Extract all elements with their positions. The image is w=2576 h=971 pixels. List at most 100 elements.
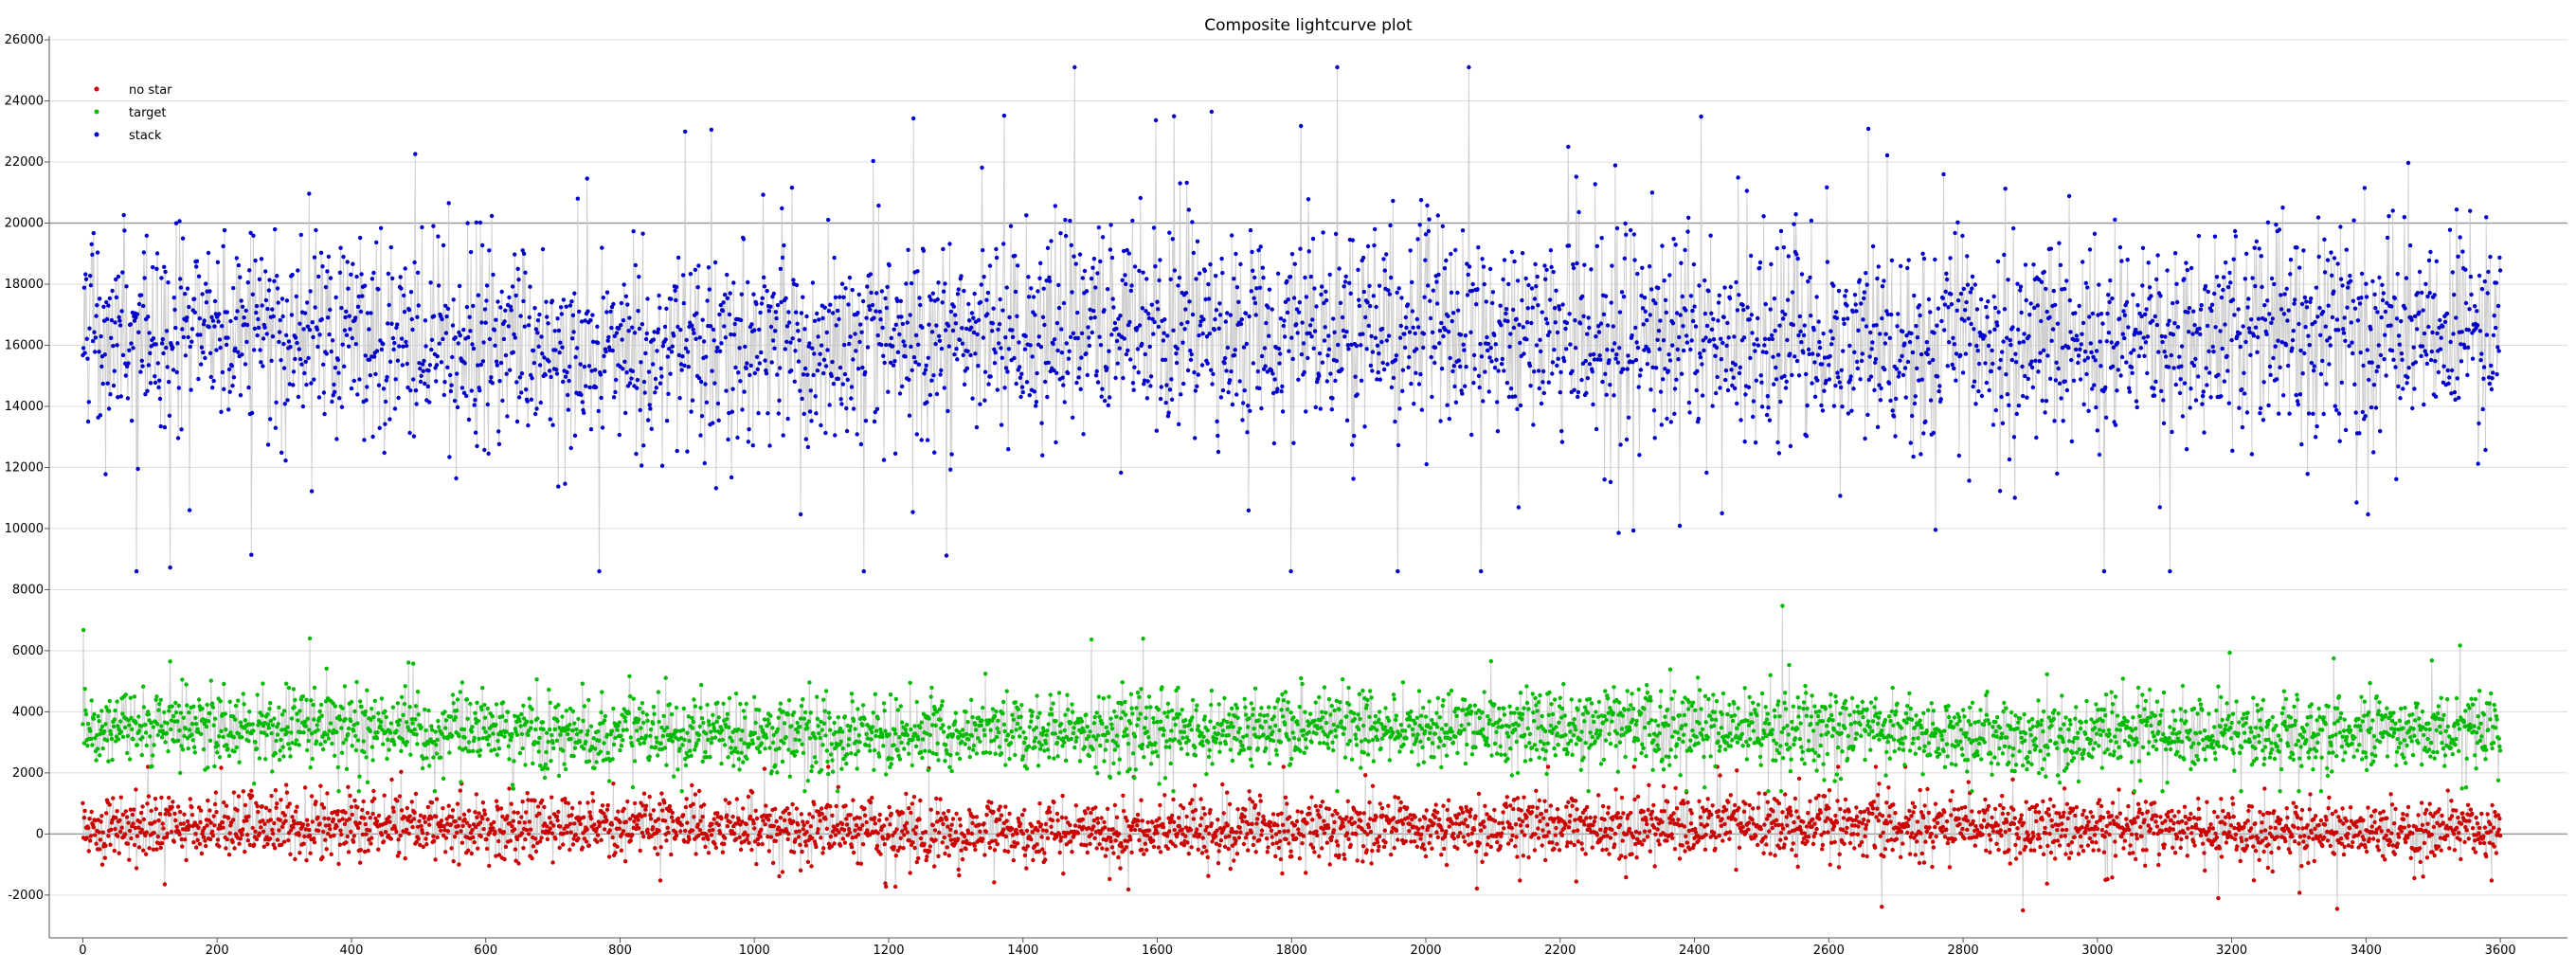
data-point [1462,821,1467,826]
data-point [1518,823,1523,828]
data-point [362,816,367,820]
data-point [828,728,833,732]
data-point [135,834,140,838]
data-point [315,723,319,728]
data-point [2345,836,2350,840]
data-point [138,810,144,816]
data-point [2369,824,2374,829]
data-point [99,814,104,818]
data-point [817,731,821,736]
data-point [763,822,767,827]
data-point [2311,836,2315,841]
data-point [427,764,432,768]
data-point [556,702,561,708]
data-point [1434,830,1439,835]
data-point [892,845,896,850]
data-point [432,789,438,794]
data-point [1529,810,1535,815]
data-point [2014,832,2019,836]
data-point [1142,852,1146,856]
data-point [2497,816,2502,821]
data-point [1918,787,1922,793]
data-point [2003,829,2008,835]
data-point [115,699,119,704]
data-point [485,817,490,822]
data-point [1674,806,1680,811]
data-point [315,815,320,819]
data-point [829,742,834,746]
data-point [692,815,696,819]
data-point [802,839,808,844]
data-point [2171,827,2176,832]
data-point [1812,821,1817,826]
data-point [412,727,417,732]
data-point [870,796,874,800]
data-point [162,882,168,887]
data-point [1910,831,1915,836]
data-point [498,806,504,811]
data-point [468,701,473,707]
data-point [674,705,679,710]
data-point [486,742,491,747]
data-point [733,836,739,841]
x-tick-label: 0 [79,944,86,958]
data-point [144,743,149,748]
data-point [627,693,633,699]
data-point [2013,842,2018,848]
data-point [423,819,428,825]
data-point [201,835,207,839]
data-point [475,815,479,819]
data-point [2021,820,2027,825]
data-point [448,822,454,827]
data-point [1598,827,1603,832]
data-point [243,849,247,854]
data-point [234,745,239,750]
data-point [524,719,530,724]
data-point [513,847,518,852]
data-point [215,743,221,748]
data-point [415,742,420,746]
data-point [187,824,192,829]
data-point [842,714,848,719]
data-point [2000,794,2005,799]
data-point [639,726,643,730]
data-point [1524,823,1530,828]
data-point [183,727,189,731]
data-point [267,808,272,813]
data-point [556,809,561,815]
data-point [928,694,933,699]
data-point [531,844,536,849]
data-point [2372,819,2377,825]
data-point [651,825,656,830]
data-point [2040,818,2045,822]
data-point [826,771,831,777]
data-point [1473,814,1478,818]
data-point [116,737,121,742]
data-point [1648,849,1653,854]
data-point [1059,815,1065,820]
data-point [1933,824,1937,830]
data-point [1047,810,1053,815]
data-point [426,708,431,713]
data-point [621,738,625,743]
data-point [2005,819,2009,824]
data-point [792,753,797,758]
data-point [949,768,954,774]
data-point [1862,809,1867,814]
data-point [139,752,144,758]
data-point [1446,798,1451,802]
data-point [167,812,172,818]
data-point [717,831,723,836]
data-point [1116,854,1121,860]
data-point [1135,812,1141,818]
data-point [615,728,620,732]
data-point [812,801,817,807]
data-point [141,705,147,710]
data-point [330,741,334,746]
data-point [1642,837,1647,843]
data-point [177,728,182,733]
data-point [833,833,838,837]
data-point [439,755,443,760]
data-point [670,739,675,744]
data-point [1423,816,1428,821]
